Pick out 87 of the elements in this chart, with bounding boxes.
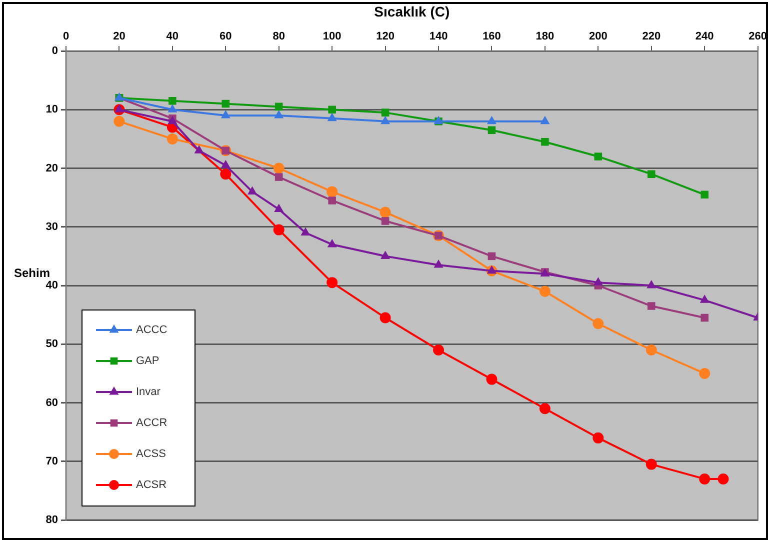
point (168, 104, 178, 112)
legend-label: ACCC (136, 324, 168, 336)
x-tick-label: 20 (113, 30, 126, 42)
point (648, 170, 656, 178)
point (594, 152, 602, 160)
point (648, 302, 656, 310)
point (220, 160, 230, 168)
point (540, 116, 550, 124)
point (646, 458, 657, 470)
x-tick-label: 120 (376, 30, 394, 42)
point (274, 173, 283, 181)
legend-label: GAP (136, 355, 160, 368)
y-tick-label: 30 (46, 220, 58, 233)
point (486, 265, 496, 274)
point (700, 190, 708, 199)
legend-label: ACCR (136, 417, 168, 430)
point (222, 100, 230, 108)
point (699, 473, 710, 484)
point (328, 106, 336, 114)
point (541, 138, 549, 146)
point (220, 168, 232, 180)
x-tick-label: 180 (536, 30, 554, 42)
x-tick-label: 260 (748, 30, 768, 42)
y-tick-label: 20 (46, 162, 58, 174)
x-axis-title: Sıcaklık (C) (374, 3, 450, 20)
y-tick-label: 70 (46, 455, 58, 468)
point (380, 250, 390, 259)
point (381, 217, 390, 225)
point (274, 204, 284, 212)
point (593, 277, 603, 286)
y-tick-label: 40 (46, 280, 58, 292)
point (326, 186, 338, 198)
legend-label: ACSR (136, 479, 167, 492)
point (434, 259, 444, 268)
point (327, 112, 337, 122)
y-tick-label: 80 (46, 514, 58, 526)
point (646, 344, 657, 356)
x-tick-label: 200 (588, 30, 608, 42)
point (646, 280, 656, 288)
point (488, 252, 496, 260)
x-tick-label: 80 (272, 30, 285, 42)
point (700, 294, 710, 303)
point (486, 374, 498, 385)
point (381, 108, 390, 116)
point (274, 102, 283, 111)
x-tick-label: 60 (220, 30, 232, 42)
point (273, 224, 284, 236)
point (699, 368, 710, 379)
point (114, 116, 125, 127)
point (114, 104, 124, 112)
y-tick-label: 50 (46, 338, 58, 350)
point (700, 314, 708, 322)
x-tick-label: 40 (166, 30, 179, 42)
point (326, 277, 338, 288)
x-tick-label: 160 (482, 30, 501, 42)
y-tick-label: 0 (52, 45, 58, 58)
point (166, 133, 178, 144)
legend-label: Invar (136, 386, 161, 398)
point (194, 145, 204, 154)
x-tick-label: 220 (642, 30, 661, 42)
y-tick-label: 10 (46, 104, 58, 116)
point (592, 432, 604, 444)
point (273, 162, 284, 174)
point (433, 344, 444, 356)
point (247, 186, 258, 194)
point (380, 206, 391, 218)
legend-label: ACSS (136, 448, 166, 460)
point (486, 116, 496, 124)
point (300, 227, 310, 236)
point (380, 116, 390, 124)
point (380, 312, 391, 324)
y-tick-label: 60 (46, 396, 58, 409)
point (539, 286, 550, 297)
point (718, 473, 729, 484)
x-tick-label: 0 (62, 30, 70, 42)
point (274, 110, 284, 118)
point (488, 126, 496, 134)
x-tick-label: 100 (322, 30, 342, 42)
x-tick-label: 240 (695, 30, 714, 42)
point (592, 318, 604, 330)
point (328, 196, 336, 204)
point (539, 403, 550, 414)
point (220, 110, 230, 118)
x-tick-label: 140 (429, 30, 448, 42)
point (327, 238, 337, 248)
y-axis-title: Sehim (14, 266, 50, 280)
point (168, 96, 176, 105)
